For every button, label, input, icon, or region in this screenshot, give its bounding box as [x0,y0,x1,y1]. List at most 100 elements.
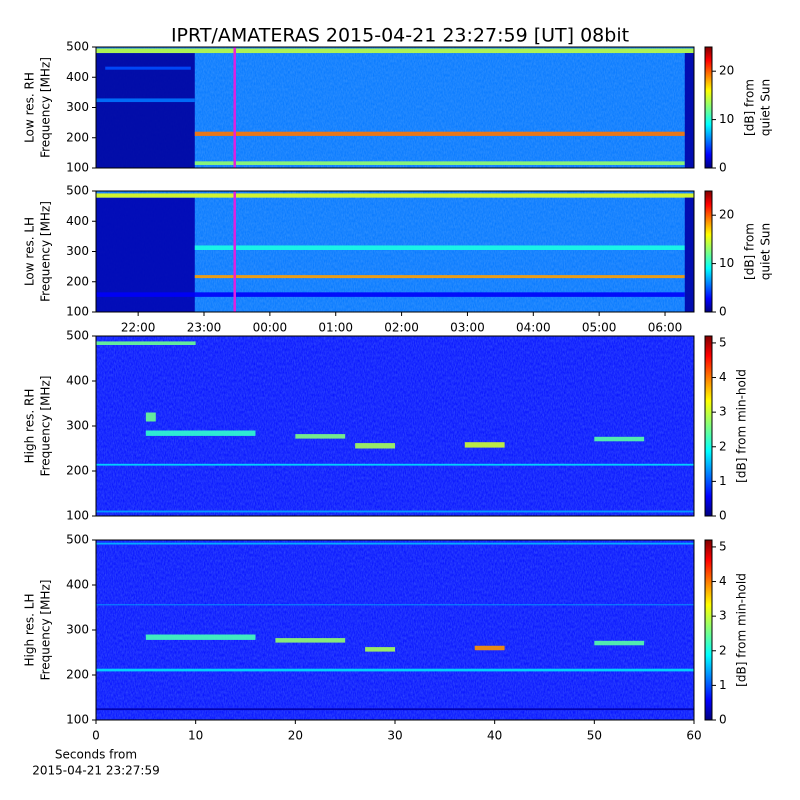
colorbar [704,190,713,313]
x-tick-label: 40 [487,729,502,743]
feature [96,510,694,513]
heatmap [96,540,694,720]
feature [194,245,685,250]
feature [96,53,195,168]
y-tick-label: 300 [66,100,89,114]
colorbar-tick-label: 0 [719,305,727,319]
x-axis-label: Seconds from [55,748,137,762]
y-tick-label: 400 [66,214,89,228]
y-tick-label: 300 [66,419,89,433]
colorbar-label: [dB] from [743,223,757,280]
colorbar-tick-label: 10 [719,112,734,126]
y-axis-label: Low res. RH [23,72,37,143]
colorbar-tick-label: 2 [719,643,727,657]
x-tick-label: 50 [587,729,602,743]
feature [295,434,346,439]
colorbar-label: [dB] from min-hold [735,573,749,687]
feature [105,66,191,70]
y-axis-label: Low res. LH [23,217,37,286]
y-tick-label: 500 [66,184,89,198]
x-tick-label: 06:00 [648,321,683,335]
feature [96,463,694,466]
colorbar [704,539,713,721]
feature [96,668,694,672]
texture [96,540,694,720]
colorbar [704,335,713,517]
feature [96,48,694,54]
x-axis-label: 2015-04-21 23:27:59 [32,764,159,778]
feature [194,161,685,165]
y-tick-label: 500 [66,329,89,343]
x-tick-label: 03:00 [450,321,485,335]
colorbar-tick-label: 20 [719,64,734,78]
colorbar-label: quiet Sun [759,223,773,280]
y-tick-label: 400 [66,374,89,388]
y-tick-label: 400 [66,70,89,84]
feature [464,442,505,448]
x-tick-label: 01:00 [318,321,353,335]
y-tick-label: 200 [66,668,89,682]
feature [194,275,685,279]
feature [684,197,694,312]
feature [365,647,395,652]
colorbar-tick-label: 4 [719,370,727,384]
heatmap [96,336,694,516]
y-tick-label: 100 [66,161,89,175]
feature [594,436,645,442]
colorbar-tick-label: 10 [719,256,734,270]
feature [96,193,694,198]
feature [96,604,694,606]
colorbar-tick-label: 0 [719,161,727,175]
y-tick-label: 500 [66,533,89,547]
y-tick-label: 100 [66,713,89,727]
feature [96,542,694,545]
x-tick-label: 05:00 [582,321,617,335]
y-tick-label: 200 [66,464,89,478]
feature [355,443,395,449]
feature [145,634,256,640]
x-tick-label: 10 [188,729,203,743]
feature [684,53,694,168]
colorbar-label: [dB] from [743,79,757,136]
texture [96,191,694,312]
x-tick-label: 20 [288,729,303,743]
x-tick-label: 04:00 [516,321,551,335]
y-tick-label: 100 [66,305,89,319]
chart-title: IPRT/AMATERAS 2015-04-21 23:27:59 [UT] 0… [171,25,629,47]
heatmap [96,191,694,312]
feature [145,430,256,436]
x-tick-label: 22:00 [121,321,156,335]
y-axis-label: Frequency [MHz] [39,376,53,477]
colorbar-tick-label: 5 [719,335,727,349]
feature [96,292,685,297]
feature [474,645,505,651]
x-tick-label: 00:00 [253,321,288,335]
colorbar-tick-label: 2 [719,439,727,453]
colorbar-label: [dB] from min-hold [735,369,749,483]
y-tick-label: 400 [66,578,89,592]
y-tick-label: 200 [66,274,89,288]
colorbar-tick-label: 1 [719,678,727,692]
colorbar-tick-label: 0 [719,713,727,727]
y-axis-label: Frequency [MHz] [39,57,53,158]
texture [96,47,694,168]
colorbar-tick-label: 3 [719,405,727,419]
feature [96,708,694,711]
x-tick-label: 0 [92,729,100,743]
colorbar-tick-label: 1 [719,474,727,488]
feature [96,98,195,103]
y-axis-label: High res. LH [23,593,37,666]
colorbar-tick-label: 3 [719,609,727,623]
y-tick-label: 100 [66,509,89,523]
y-axis-label: Frequency [MHz] [39,580,53,681]
y-tick-label: 300 [66,244,89,258]
colorbar-label: quiet Sun [759,79,773,136]
colorbar-tick-label: 4 [719,574,727,588]
feature [594,640,645,646]
feature [194,131,685,136]
colorbar-tick-label: 20 [719,208,734,222]
texture [96,336,694,516]
colorbar-tick-label: 0 [719,509,727,523]
colorbar-tick-label: 5 [719,539,727,553]
x-tick-label: 30 [387,729,402,743]
